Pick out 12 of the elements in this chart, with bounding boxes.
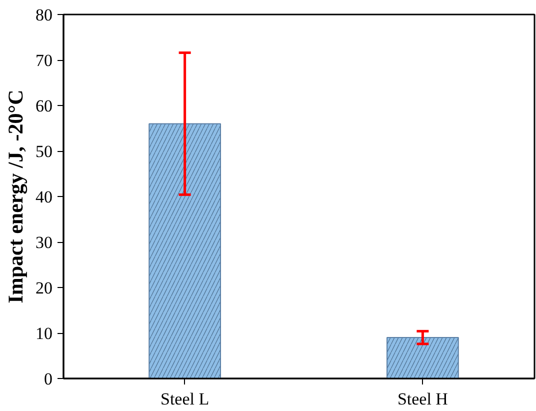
y-axis-title: Impact energy /J, -20°C (4, 90, 28, 304)
y-tick-label: 50 (36, 142, 52, 161)
y-tick-label: 70 (36, 51, 52, 70)
x-tick-label: Steel H (397, 390, 448, 408)
y-tick-label: 10 (36, 324, 52, 343)
y-tick-label: 40 (36, 188, 52, 206)
y-tick-label: 60 (36, 96, 52, 116)
y-tick-label: 80 (36, 6, 52, 24)
y-tick-label: 0 (44, 370, 52, 388)
y-tick-label: 30 (36, 233, 52, 252)
x-tick-label: Steel L (160, 390, 210, 408)
y-tick-label: 20 (36, 278, 52, 298)
